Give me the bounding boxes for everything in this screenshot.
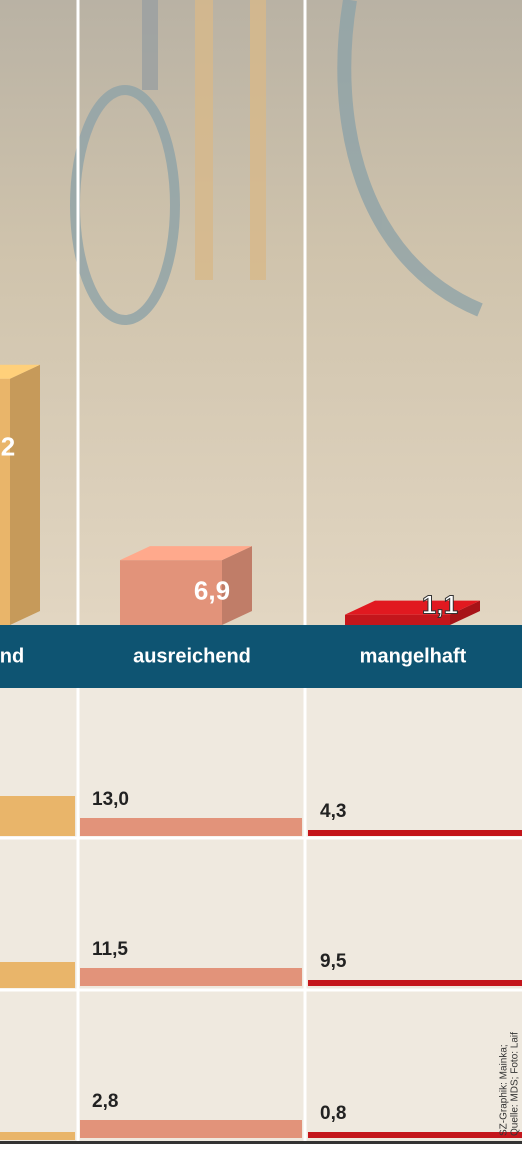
bar-value-label: 6,9 [194,575,230,605]
photo-shapes [70,0,483,325]
category-label: ausreichend [133,645,251,667]
bar-side [222,546,252,625]
bar-front [345,614,450,625]
row-bar [308,1132,522,1138]
bottom-rule [0,1141,522,1144]
left-strips [0,796,75,1140]
bar-3d [120,546,252,625]
row-bar [308,980,522,986]
bar-top [345,600,480,615]
category-label: mangelhaft [360,645,467,667]
bar-top [0,364,40,379]
row-value-label: 4,3 [320,801,346,822]
header-band [0,625,522,688]
row-value-label: 2,8 [92,1091,118,1112]
category-label: nd [0,645,24,667]
bar-side [450,600,480,625]
bar-front [120,560,222,625]
row-bar [80,1120,302,1138]
row-bar [80,818,302,836]
table-bg [0,688,522,1142]
bar-3d [0,364,40,625]
credit: Quelle: MDS; Foto: Laif [510,1032,521,1136]
row-value-label: 0,8 [320,1103,346,1124]
bar-front [0,378,10,625]
bar-3d [345,600,480,625]
bar-value-label: 2 [1,432,15,462]
bar-top [120,546,252,561]
row-value-label: 13,0 [92,789,129,810]
credit: SZ-Graphik: Mainka; [499,1044,510,1136]
row-value-label: 11,5 [92,939,128,960]
bar-value-label: 1,1 [422,590,458,620]
bar-side [10,364,40,625]
row-bar [308,830,522,836]
row-value-label: 9,5 [320,951,347,972]
row-bar [80,968,302,986]
